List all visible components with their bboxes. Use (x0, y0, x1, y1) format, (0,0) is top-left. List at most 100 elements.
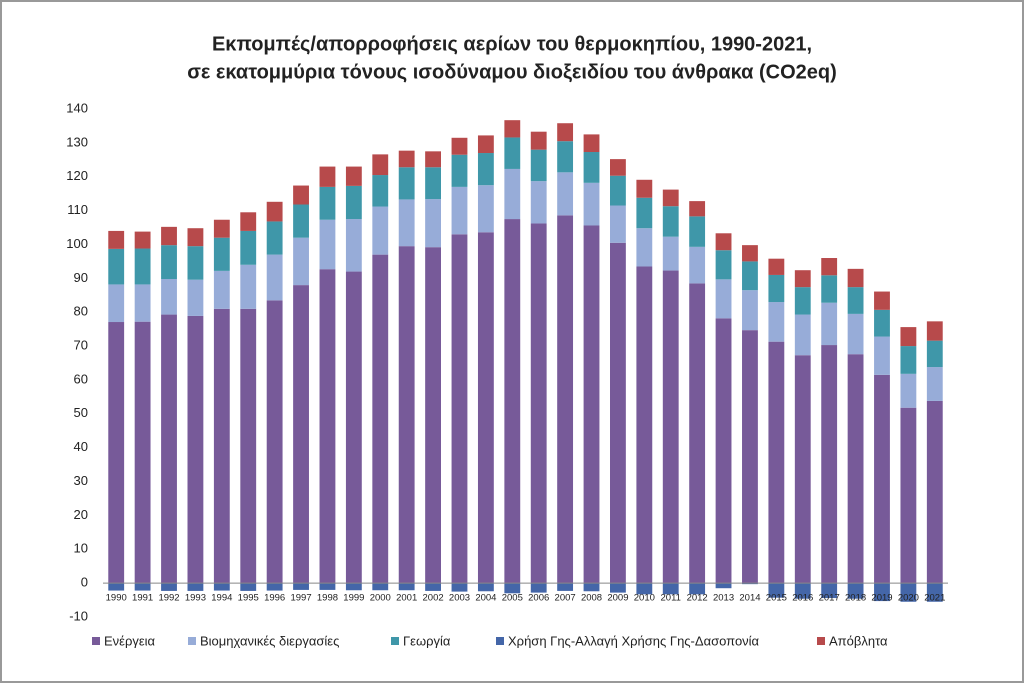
bar-segment (530, 181, 547, 224)
bar-segment (451, 234, 468, 584)
bar-segment (213, 583, 230, 591)
bar-segment (187, 228, 204, 247)
bar-segment (662, 583, 679, 595)
chart-subtitle: σε εκατομμύρια τόνους ισοδύναμου διοξειδ… (187, 61, 837, 83)
bar-segment (293, 204, 309, 238)
x-tick-label: 1990 (106, 593, 127, 604)
x-tick-label: 1995 (238, 593, 259, 604)
x-tick-label: 2005 (502, 593, 523, 604)
y-tick-label: 90 (74, 270, 88, 285)
x-tick-label: 2003 (449, 593, 470, 604)
x-tick-label: 2018 (845, 593, 866, 604)
bar-segment (689, 583, 706, 595)
bar-segment (557, 172, 574, 216)
bar-segment (689, 201, 706, 217)
x-tick-label: 2008 (581, 593, 602, 604)
bar-segment (610, 205, 626, 243)
bar-segment (240, 308, 257, 584)
x-tick-label: 1992 (158, 593, 179, 604)
bar-segment (293, 185, 309, 205)
y-tick-label: 100 (66, 236, 88, 251)
bar-segment (134, 248, 151, 285)
x-tick-label: 2019 (871, 593, 892, 604)
bar-segment (530, 223, 547, 584)
bar-segment (715, 233, 732, 251)
bar-segment (874, 336, 890, 375)
bar-segment (874, 374, 890, 584)
bar-segment (689, 283, 706, 584)
y-tick-label: 20 (74, 507, 88, 522)
bar-segment (636, 228, 653, 267)
bar-segment (530, 149, 547, 182)
y-tick-label: 140 (66, 100, 88, 115)
x-tick-label: 2011 (661, 593, 681, 604)
y-tick-label: 110 (67, 202, 88, 217)
bar-segment (742, 245, 758, 262)
x-tick-label: 2006 (528, 593, 549, 604)
bar-segment (161, 583, 177, 591)
bar-segment (926, 583, 943, 602)
x-tick-label: 2012 (687, 593, 708, 604)
bar-segment (319, 219, 336, 270)
bar-segment (926, 340, 943, 368)
bar-segment (662, 236, 679, 271)
bar-segment (266, 583, 283, 591)
x-tick-label: 2000 (370, 593, 391, 604)
x-tick-label: 2001 (396, 593, 417, 604)
x-tick-label: 2013 (713, 593, 734, 604)
x-tick-label: 2015 (766, 593, 787, 604)
bar-segment (108, 230, 125, 249)
bar-segment (213, 237, 230, 271)
bar-segment (715, 279, 732, 319)
y-tick-label: 0 (81, 575, 88, 590)
bar-segment (662, 270, 679, 584)
bar-segment (610, 159, 626, 176)
y-tick-label: 40 (74, 439, 88, 454)
bar-segment (319, 186, 336, 220)
bar-segment (794, 287, 811, 315)
bar-segment (134, 284, 151, 322)
x-tick-label: 2010 (634, 593, 655, 604)
bar-segment (768, 274, 785, 303)
bar-segment (134, 583, 151, 591)
x-tick-label: 2007 (555, 593, 576, 604)
bar-segment (610, 242, 626, 584)
legend-label: Ενέργεια (104, 633, 156, 648)
bar-segment (372, 583, 389, 591)
bar-segment (240, 264, 257, 309)
bar-segment (477, 185, 494, 233)
bar-segment (900, 583, 917, 602)
y-tick-label: 10 (74, 541, 88, 556)
bar-segment (557, 215, 574, 584)
bar-segment (372, 254, 389, 584)
bar-segment (319, 166, 336, 187)
bar-segment (240, 230, 257, 265)
legend-label: Γεωργία (403, 633, 451, 648)
x-tick-label: 2004 (475, 593, 496, 604)
bar-segment (900, 327, 917, 347)
bar-segment (900, 407, 917, 584)
bar-segment (293, 237, 309, 286)
bar-segment (372, 175, 389, 207)
bar-segment (108, 248, 125, 285)
bar-segment (266, 254, 283, 301)
bar-segment (319, 269, 336, 584)
bar-segment (557, 583, 574, 591)
bar-segment (213, 219, 230, 238)
x-tick-label: 1993 (185, 593, 206, 604)
bar-segment (874, 291, 890, 310)
legend-swatch (817, 637, 825, 645)
bar-segment (240, 212, 257, 231)
bar-segment (715, 318, 732, 584)
bar-segment (266, 300, 283, 584)
bar-segment (874, 309, 890, 337)
bar-segment (134, 321, 151, 584)
bar-segment (742, 330, 758, 584)
bar-segment (662, 189, 679, 207)
bar-segment (240, 583, 257, 591)
bar-segment (847, 583, 864, 599)
x-tick-label: 2009 (607, 593, 628, 604)
bar-segment (821, 275, 838, 303)
bar-segment (530, 583, 547, 593)
bar-segment (610, 175, 626, 206)
